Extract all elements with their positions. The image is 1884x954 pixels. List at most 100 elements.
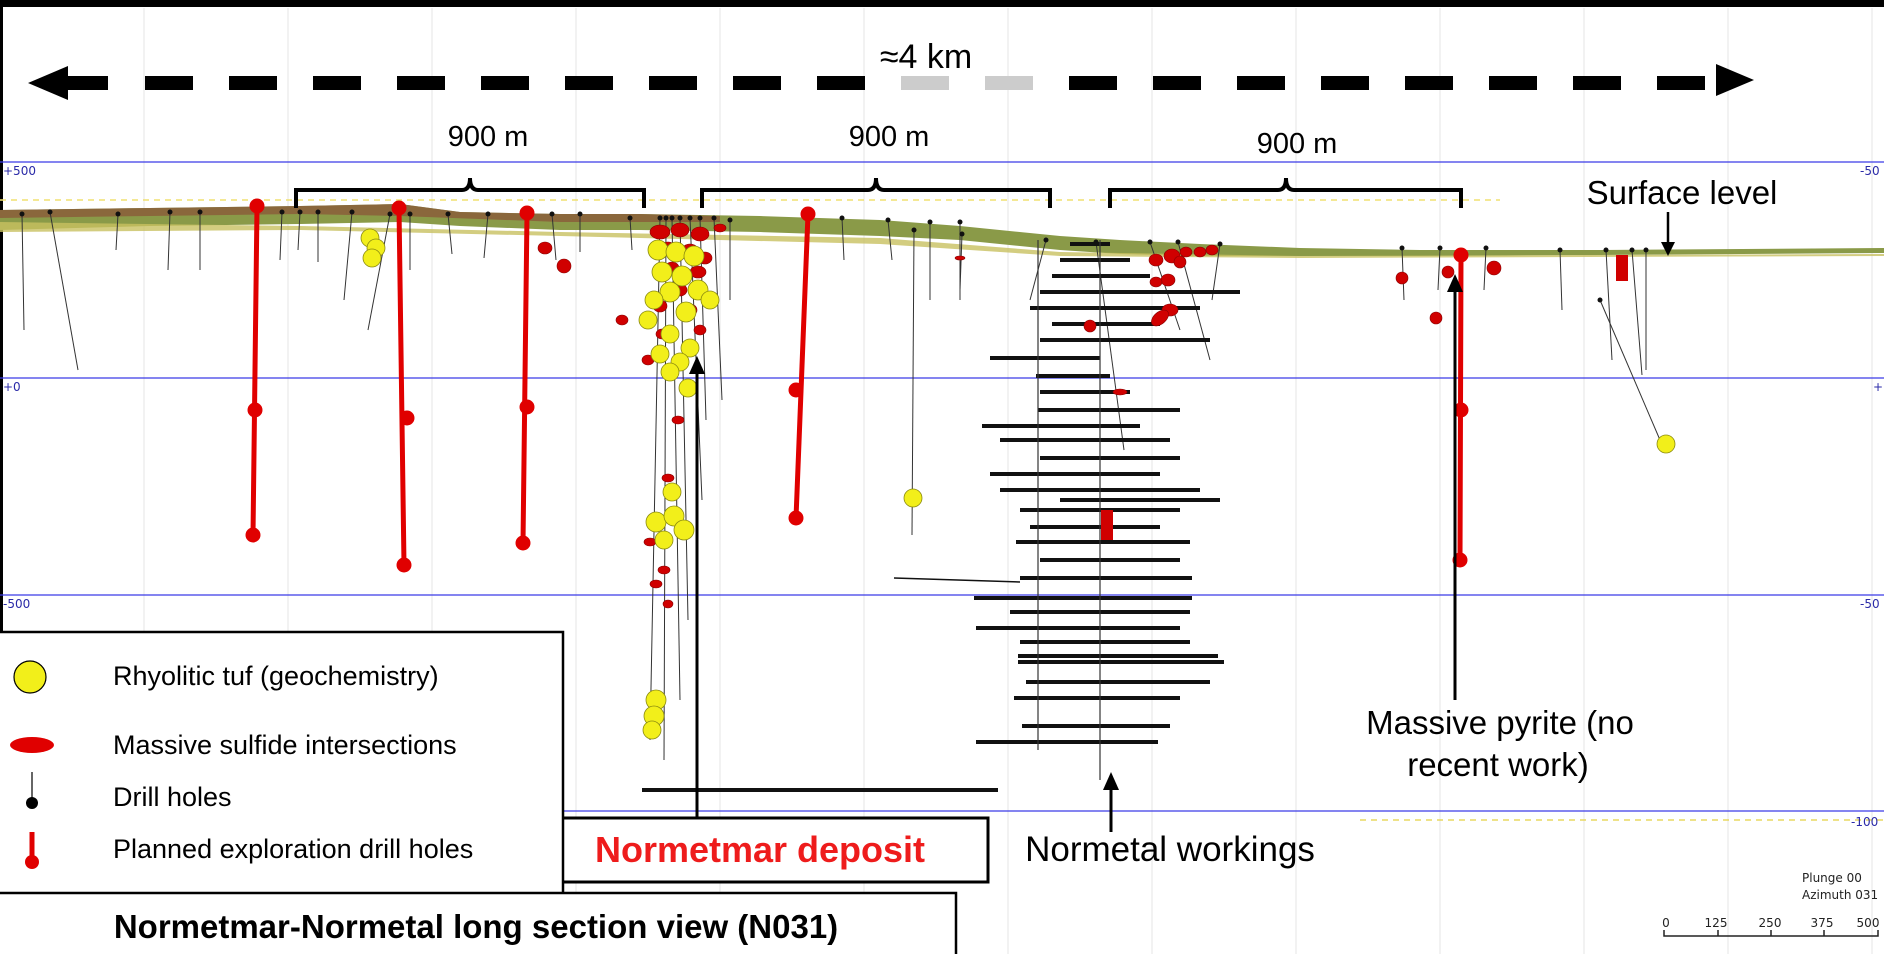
planned-hole-3-collar [519,205,535,221]
top-arrow-dash [397,76,445,90]
drill-hole-collar [711,215,717,221]
sulfide-intersection [649,224,671,240]
tuff-sample [671,265,693,287]
top-arrow-dash [985,76,1033,90]
top-arrow-dash [1573,76,1621,90]
drill-hole-collar [697,215,703,221]
scale-tick-250: 250 [1759,916,1782,930]
sulfide-intersection [1149,276,1163,288]
planned-hole-3-end [515,535,531,551]
drill-hole [447,213,453,255]
legend-label-tuff: Rhyolitic tuf (geochemistry) [113,661,439,691]
drill-hole-collar [167,209,173,215]
vertical-grid [143,8,1873,954]
top-arrow-dash [901,76,949,90]
drill-hole-collar [445,211,451,217]
plunge-label: Plunge 00 [1802,871,1862,885]
sulfide-block-workings [1101,510,1113,540]
normetmar-deposit-box [531,816,990,884]
tuff-sample [659,281,681,303]
planned-hole-1-collar [249,198,265,214]
planned-hole-2-mid [399,410,415,426]
tuff-sample [662,482,682,502]
drill-hole-collar [1643,247,1649,253]
drill-hole [629,217,633,251]
sulfide-intersection [1148,253,1164,267]
drill-hole [115,213,119,251]
surface-level-arrow-head [1661,242,1675,256]
drill-hole [841,217,845,261]
drill-hole-collar [549,211,555,217]
elevation-lines [0,161,1884,812]
legend: Rhyolitic tuf (geochemistry) Massive sul… [0,630,565,896]
sulfide-block-east [1616,255,1628,281]
top-arrow-dash [733,76,781,90]
sulfide-intersection [1160,273,1176,287]
tuff-sample [645,511,667,533]
drill-hole-collar [687,215,693,221]
top-arrow-dash [1405,76,1453,90]
top-arrow-dash [1321,76,1369,90]
sulfide-intersection [693,324,707,336]
span-bracket-1 [294,177,646,208]
drill-hole-collar [1175,239,1181,245]
top-arrow-dash [229,76,277,90]
surface-level-label: Surface level [1587,174,1778,211]
drill-hole [1599,299,1661,441]
span-bracket-2 [700,177,1052,208]
sulfide-intersection [556,258,572,274]
planned-drill-holes [245,198,1469,573]
drill-hole-icon [26,772,38,809]
drill-hole [1559,249,1563,311]
top-arrow-dash [313,76,361,90]
yellow-circle-icon [13,660,47,694]
normetmar-deposit-label: Normetmar deposit [595,829,925,870]
normetal-workings-levels [974,242,1240,744]
drill-hole-collar [1399,245,1405,251]
tuff-sample [673,519,695,541]
sulfide-intersection [1193,246,1207,258]
planned-hole-1-end [245,527,261,543]
top-arrow-right-head [1716,64,1754,96]
sulfide-intersection [657,565,671,575]
sulfide-intersection [1173,255,1187,269]
tuff-sample [665,241,687,263]
drill-hole-collar [387,211,393,217]
top-arrow-dash [817,76,865,90]
elev-label-right-minus1000: -100 [1851,815,1878,829]
sulfide-intersection [1395,271,1409,285]
tuff-sample [683,245,705,267]
span-label-1: 900 m [448,121,529,153]
elev-label-right-500: -50 [1860,164,1880,178]
planned-hole-2-end [396,557,412,573]
top-scale-arrow: ≈4 km [28,38,1754,100]
scale-bar-line [1663,930,1879,937]
drill-hole-collar [627,215,633,221]
top-arrow-dash [145,76,193,90]
drill-hole-collar [315,209,321,215]
drill-hole-collar [657,215,663,221]
drill-hole-collar [485,211,491,217]
elev-label-left-0: +0 [3,380,21,394]
drill-hole-collar [663,215,669,221]
bottom-scale-bar: 0 125 250 375 500 [1662,916,1879,937]
sulfide-intersection [649,579,663,589]
sulfide-intersection [615,314,629,326]
tuff-sample [680,338,700,358]
drill-hole [367,213,391,331]
sulfide-intersection [1179,246,1193,258]
drill-hole-collar [727,217,733,223]
drill-hole-collar [577,211,583,217]
drill-hole-collar [279,209,285,215]
span-label-2: 900 m [849,121,930,153]
sulfide-intersection [690,226,710,242]
sulfide-intersection [661,473,675,483]
planned-hole-1 [250,203,260,538]
drill-hole-collar [197,209,203,215]
top-arrow-dashes [145,76,1705,90]
elev-label-right-minus500: -50 [1860,597,1880,611]
tuff-sample [1656,434,1676,454]
drill-hole-collar [297,209,303,215]
span-bracket-3 [1108,177,1463,208]
